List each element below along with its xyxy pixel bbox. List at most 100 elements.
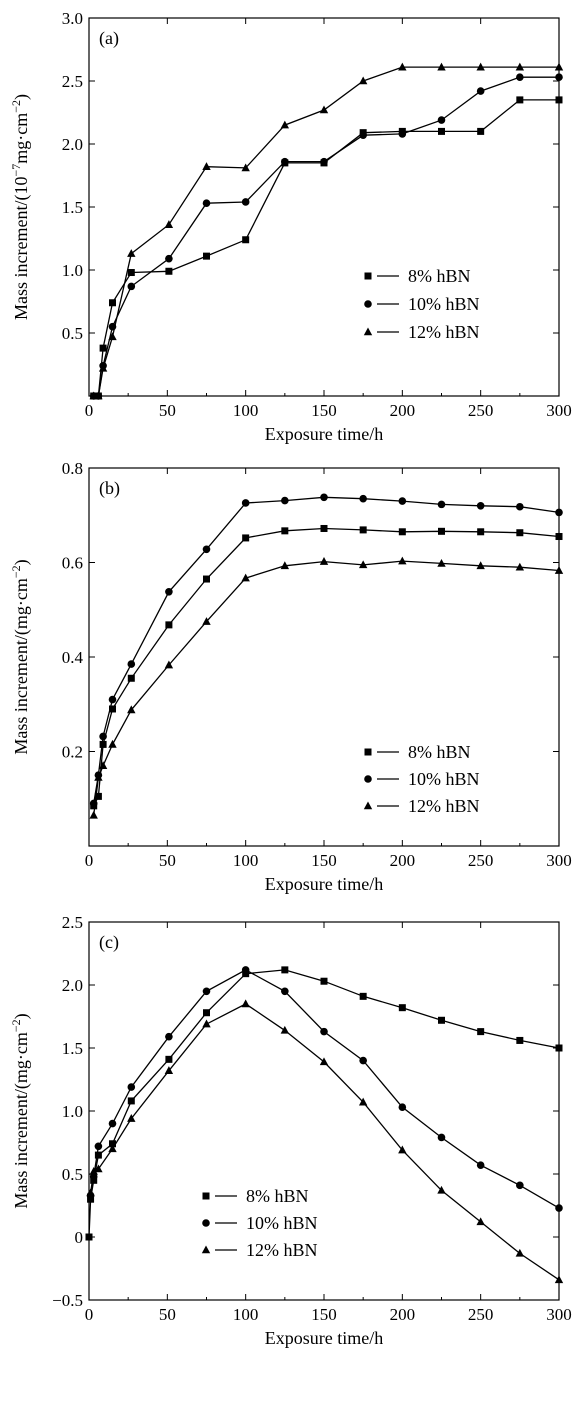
data-point (515, 562, 525, 571)
legend-label: 10% hBN (408, 769, 480, 789)
x-tick-label: 150 (311, 1305, 337, 1324)
data-point (165, 587, 173, 596)
data-point (437, 116, 446, 124)
series-line (88, 969, 560, 1238)
data-point (398, 497, 407, 505)
y-title-exponent: −7 (9, 164, 23, 177)
data-point (438, 1016, 445, 1024)
legend-label: 10% hBN (408, 294, 480, 314)
data-point (358, 1097, 368, 1106)
data-point (320, 157, 328, 166)
series-square (90, 96, 563, 400)
data-point (554, 62, 564, 71)
data-point (398, 62, 407, 71)
data-point (127, 1097, 135, 1105)
x-tick-label: 100 (233, 1305, 259, 1324)
legend-marker (364, 300, 372, 308)
data-point (398, 1004, 406, 1012)
y-tick-label: 0.2 (62, 743, 83, 762)
data-point (280, 120, 290, 129)
y-title-main: Mass increment/(mg·cm (11, 1032, 32, 1208)
data-point (516, 529, 524, 537)
data-point (359, 992, 367, 1000)
data-point (108, 739, 117, 748)
x-tick-label: 100 (233, 851, 259, 870)
x-tick-label: 50 (159, 401, 176, 420)
data-point (108, 1119, 117, 1128)
data-point (359, 526, 367, 534)
y-tick-label: 0.4 (62, 648, 84, 667)
series-line (89, 1003, 560, 1281)
x-tick-label: 250 (468, 1305, 494, 1324)
data-point (94, 391, 103, 400)
panel-label: (a) (99, 28, 119, 49)
legend-label: 8% hBN (408, 742, 471, 762)
x-tick-label: 50 (159, 851, 176, 870)
data-point (165, 621, 173, 629)
data-point (319, 557, 329, 565)
data-point (555, 73, 563, 82)
data-point (89, 810, 98, 819)
series-line (93, 76, 559, 397)
x-tick-label: 300 (546, 401, 572, 420)
data-point (241, 198, 250, 206)
data-point (358, 76, 368, 85)
legend-marker (202, 1219, 210, 1227)
x-tick-label: 0 (85, 1305, 94, 1324)
legend-label: 8% hBN (246, 1186, 309, 1206)
data-point (241, 499, 250, 507)
x-tick-label: 0 (85, 401, 94, 420)
x-tick-label: 100 (233, 401, 259, 420)
data-point (555, 96, 563, 104)
data-point (319, 105, 329, 114)
x-tick-label: 200 (390, 1305, 416, 1324)
y-tick-label: −0.5 (52, 1291, 83, 1310)
series-circle (86, 966, 563, 1212)
data-point (476, 502, 485, 510)
data-point (320, 1027, 328, 1036)
chart-panel-1: 0 50 100 150 200 250 300 0.5 1.0 1.5 2.0 2.5 3.0 Expo… (9, 9, 572, 444)
y-tick-label: 3.0 (62, 9, 83, 28)
data-point (320, 493, 328, 502)
data-point (203, 1009, 210, 1017)
data-point (99, 732, 107, 741)
y-title-exponent: −2 (9, 1019, 23, 1032)
x-tick-label: 150 (311, 851, 337, 870)
data-point (516, 96, 524, 104)
x-tick-label: 300 (546, 851, 572, 870)
data-point (108, 332, 117, 341)
data-point (476, 1161, 485, 1169)
data-point (438, 127, 445, 135)
x-axis-title: Exposure time/h (265, 424, 383, 444)
data-point (476, 1217, 485, 1226)
series-line (93, 66, 559, 397)
data-point (94, 1151, 102, 1159)
data-point (281, 966, 289, 974)
series-line (93, 560, 560, 816)
data-point (476, 62, 485, 71)
data-point (437, 1185, 446, 1194)
y-title-close: ) (11, 559, 32, 565)
data-point (555, 508, 563, 517)
y-title-exponent: −2 (9, 565, 23, 578)
data-point (203, 252, 210, 260)
y-title-close: ) (11, 94, 32, 100)
series-line (93, 527, 560, 807)
data-point (241, 966, 250, 974)
data-point (437, 62, 446, 71)
data-point (398, 556, 407, 565)
data-point (476, 561, 485, 570)
data-point (359, 494, 367, 503)
series-square (85, 966, 563, 1241)
data-point (242, 534, 250, 542)
data-point (320, 524, 328, 532)
data-point (554, 566, 564, 574)
y-title-unit-exponent: −2 (9, 100, 23, 113)
x-tick-label: 250 (468, 401, 494, 420)
data-point (202, 1019, 211, 1028)
chart-panel-2: 0 50 100 150 200 250 300 0.2 0.4 0.6 0.8 Exposure t… (9, 459, 572, 894)
data-point (398, 1103, 407, 1112)
data-point (516, 1181, 524, 1190)
y-axis-title: Mass increment/(mg·cm−2) (9, 1013, 32, 1208)
data-point (281, 496, 289, 505)
